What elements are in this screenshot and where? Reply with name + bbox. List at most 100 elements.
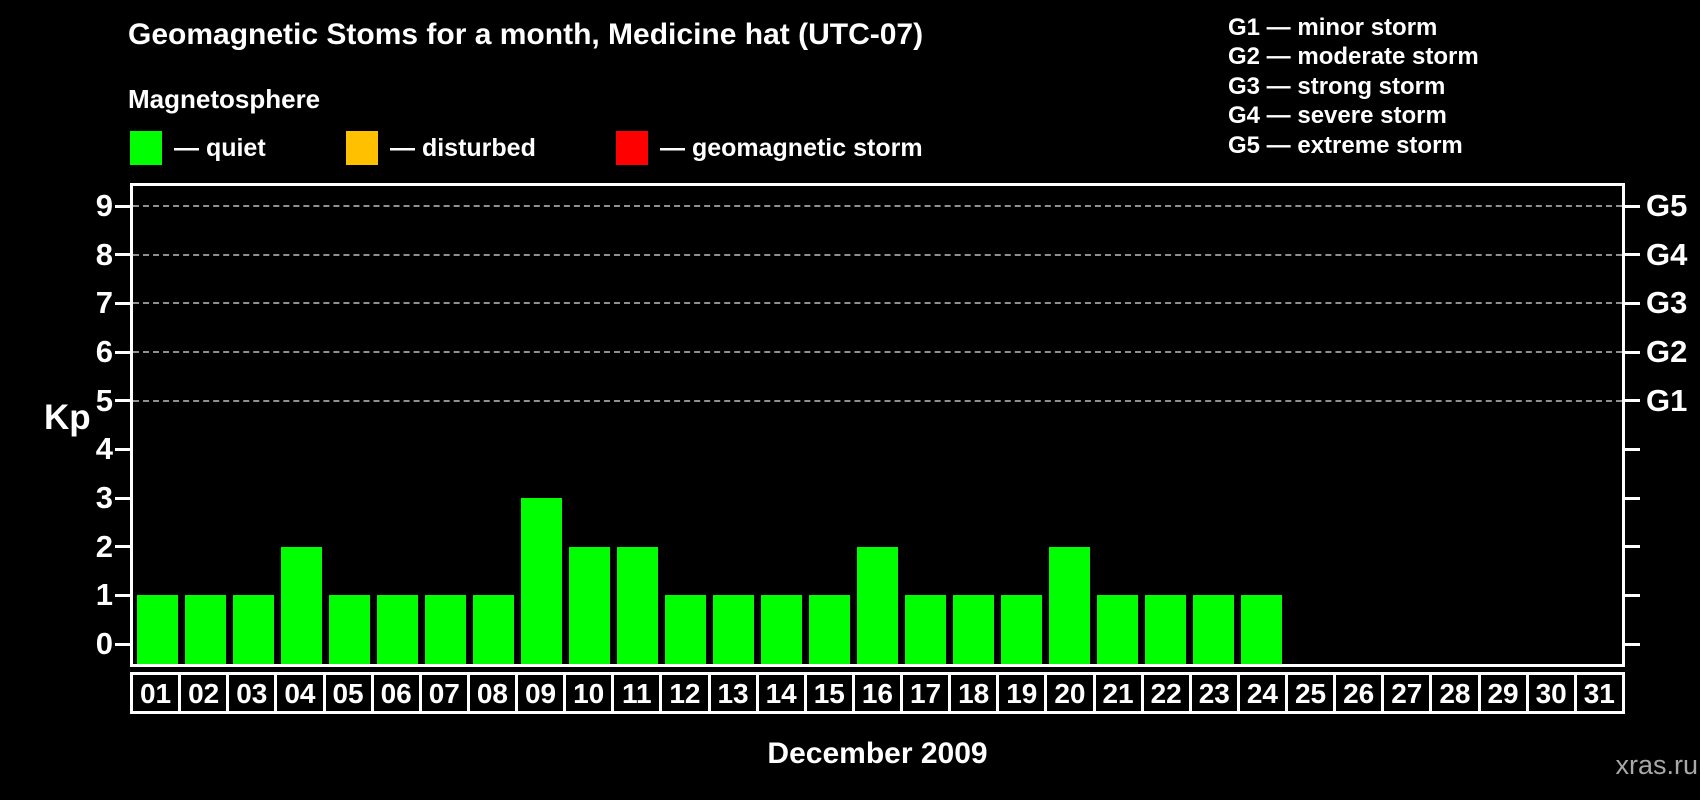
g-axis-label-G1: G1 — [1646, 382, 1688, 418]
y-tick-label-1: 1 — [95, 577, 113, 613]
y-tick-left-7 — [115, 301, 130, 305]
day-cell-27: 27 — [1381, 672, 1433, 714]
bar-day-21 — [1097, 595, 1139, 664]
day-cell-17: 17 — [900, 672, 952, 714]
gridline-kp-5 — [133, 399, 1622, 402]
day-cell-11: 11 — [611, 672, 663, 714]
day-cell-12: 12 — [659, 672, 711, 714]
day-cell-13: 13 — [707, 672, 759, 714]
y-tick-left-6 — [115, 350, 130, 354]
gridline-kp-6 — [133, 351, 1622, 353]
day-cell-21: 21 — [1092, 672, 1144, 714]
storm-scale-item-g3: G3 — strong storm — [1228, 72, 1446, 100]
legend-label-geomagnetic-storm: — geomagnetic storm — [660, 133, 923, 162]
bar-day-12 — [664, 595, 706, 664]
y-tick-left-4 — [115, 447, 130, 451]
y-tick-left-0 — [115, 642, 130, 646]
storm-scale-item-g4: G4 — severe storm — [1228, 102, 1447, 130]
day-cell-01: 01 — [130, 672, 182, 714]
y-tick-right-1 — [1625, 593, 1640, 597]
legend-item-disturbed: — disturbed — [346, 131, 536, 165]
bar-day-24 — [1241, 595, 1283, 664]
day-cell-23: 23 — [1188, 672, 1240, 714]
legend-item-geomagnetic-storm: — geomagnetic storm — [616, 131, 923, 165]
day-cell-25: 25 — [1285, 672, 1337, 714]
y-tick-label-2: 2 — [95, 528, 113, 564]
day-cell-18: 18 — [948, 672, 1000, 714]
y-tick-left-9 — [115, 204, 130, 208]
kp-axis-label: Kp — [44, 398, 91, 437]
bar-day-17 — [905, 595, 947, 664]
day-cell-31: 31 — [1573, 672, 1625, 714]
bar-day-09 — [520, 498, 562, 664]
y-tick-right-4 — [1625, 447, 1640, 451]
y-tick-left-2 — [115, 545, 130, 549]
day-cell-29: 29 — [1477, 672, 1529, 714]
bar-day-01 — [136, 595, 178, 664]
bar-day-15 — [808, 595, 850, 664]
x-axis-day-row: 01 02 03 04 05 06 07 08 09 10 11 12 13 14 15 16 17 18 19 20… — [130, 672, 1625, 714]
day-cell-09: 09 — [515, 672, 567, 714]
g-axis-label-G3: G3 — [1646, 285, 1688, 321]
storm-scale-item-g1: G1 — minor storm — [1228, 14, 1438, 41]
gridline-kp-7 — [133, 302, 1622, 305]
y-tick-label-6: 6 — [95, 334, 113, 369]
geomagnetic-storm-color-swatch — [616, 131, 648, 165]
day-cell-19: 19 — [996, 672, 1048, 714]
y-tick-right-7 — [1625, 301, 1640, 305]
day-cell-15: 15 — [803, 672, 855, 714]
g-axis-label-G2: G2 — [1646, 334, 1688, 369]
bar-day-20 — [1049, 546, 1091, 664]
chart-title: Geomagnetic Stoms for a month, Medicine … — [128, 18, 924, 51]
day-cell-05: 05 — [322, 672, 374, 714]
day-cell-10: 10 — [563, 672, 615, 714]
bar-day-06 — [376, 595, 418, 664]
x-axis-title: December 2009 — [767, 737, 988, 770]
bar-day-02 — [184, 595, 226, 664]
y-tick-right-5 — [1625, 399, 1640, 403]
y-tick-label-8: 8 — [95, 236, 113, 272]
y-tick-label-5: 5 — [95, 382, 113, 418]
legend-label-quiet: — quiet — [174, 133, 266, 162]
y-tick-right-9 — [1625, 204, 1640, 208]
day-cell-20: 20 — [1044, 672, 1096, 714]
day-cell-03: 03 — [226, 672, 278, 714]
day-cell-07: 07 — [418, 672, 470, 714]
bar-day-04 — [280, 546, 322, 664]
day-cell-26: 26 — [1333, 672, 1385, 714]
y-tick-right-3 — [1625, 496, 1640, 500]
bar-day-16 — [856, 546, 898, 664]
y-tick-label-7: 7 — [95, 285, 113, 321]
day-cell-06: 06 — [370, 672, 422, 714]
y-tick-label-3: 3 — [95, 480, 113, 515]
storm-scale-item-g2: G2 — moderate storm — [1228, 43, 1479, 71]
y-tick-left-3 — [115, 496, 130, 500]
y-tick-label-9: 9 — [95, 188, 113, 223]
magnetosphere-label: Magnetosphere — [128, 84, 321, 114]
day-cell-02: 02 — [178, 672, 230, 714]
bar-day-18 — [953, 595, 995, 664]
disturbed-color-swatch — [346, 131, 378, 165]
bar-day-10 — [568, 546, 610, 664]
y-tick-label-4: 4 — [95, 431, 113, 467]
bar-day-19 — [1001, 595, 1043, 664]
bar-day-11 — [616, 546, 658, 664]
day-cell-28: 28 — [1429, 672, 1481, 714]
bar-day-13 — [712, 595, 754, 664]
day-cell-16: 16 — [851, 672, 903, 714]
day-cell-30: 30 — [1525, 672, 1577, 714]
bar-day-22 — [1145, 595, 1187, 664]
day-cell-08: 08 — [466, 672, 518, 714]
bar-day-07 — [424, 595, 466, 664]
y-tick-left-1 — [115, 593, 130, 597]
plot-area — [130, 183, 1625, 667]
y-tick-left-8 — [115, 253, 130, 257]
y-tick-label-0: 0 — [95, 626, 113, 661]
legend-item-quiet: — quiet — [130, 131, 266, 165]
day-cell-14: 14 — [755, 672, 807, 714]
y-tick-right-8 — [1625, 253, 1640, 257]
storm-scale-item-g5: G5 — extreme storm — [1228, 131, 1463, 159]
storm-scale-legend: G1 — minor storm G2 — moderate storm G3 — … — [1228, 13, 1479, 160]
day-cell-24: 24 — [1236, 672, 1288, 714]
